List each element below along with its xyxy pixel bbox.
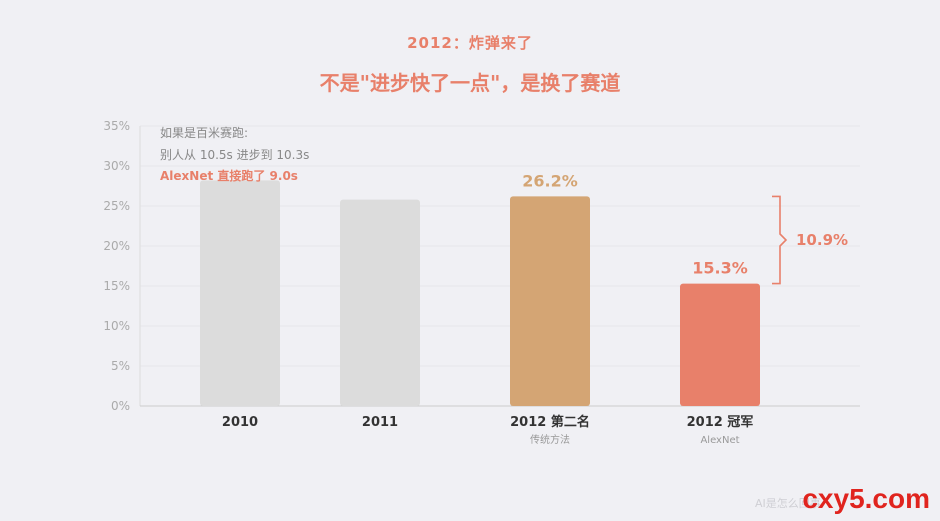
bar — [680, 283, 760, 406]
watermark-caption: AI是怎么回事 — [755, 497, 821, 510]
x-sub-label: AlexNet — [700, 435, 739, 446]
y-tick-label: 0% — [111, 399, 130, 413]
y-tick-label: 15% — [103, 279, 130, 293]
y-tick-label: 25% — [103, 199, 130, 213]
data-label: 26.2% — [522, 171, 578, 190]
x-sub-label: 传统方法 — [530, 433, 570, 446]
x-category-label: 2012 冠军 — [687, 415, 754, 430]
annotation-line-1: 如果是百米赛跑: — [160, 126, 249, 140]
chart-kicker: 2012：炸弹来了 — [407, 34, 533, 52]
bar — [510, 196, 590, 406]
bar — [340, 199, 420, 406]
gap-bracket-label: 10.9% — [796, 231, 848, 249]
chart-headline: 不是"进步快了一点"，是换了赛道 — [319, 71, 621, 95]
x-category-label: 2012 第二名 — [510, 414, 590, 430]
annotation-line-2: 别人从 10.5s 进步到 10.3s — [160, 148, 310, 162]
y-tick-label: 30% — [103, 159, 130, 173]
bar — [200, 180, 280, 406]
data-label: 15.3% — [692, 259, 748, 278]
x-category-label: 2011 — [362, 415, 398, 430]
annotation-line-3: AlexNet 直接跑了 9.0s — [160, 169, 298, 183]
y-tick-label: 10% — [103, 319, 130, 333]
y-tick-label: 35% — [103, 119, 130, 133]
watermark-logo: cxy5.com — [802, 483, 930, 514]
x-category-label: 2010 — [222, 415, 258, 430]
gap-bracket — [772, 195, 788, 285]
y-tick-label: 20% — [103, 239, 130, 253]
y-tick-label: 5% — [111, 359, 130, 373]
